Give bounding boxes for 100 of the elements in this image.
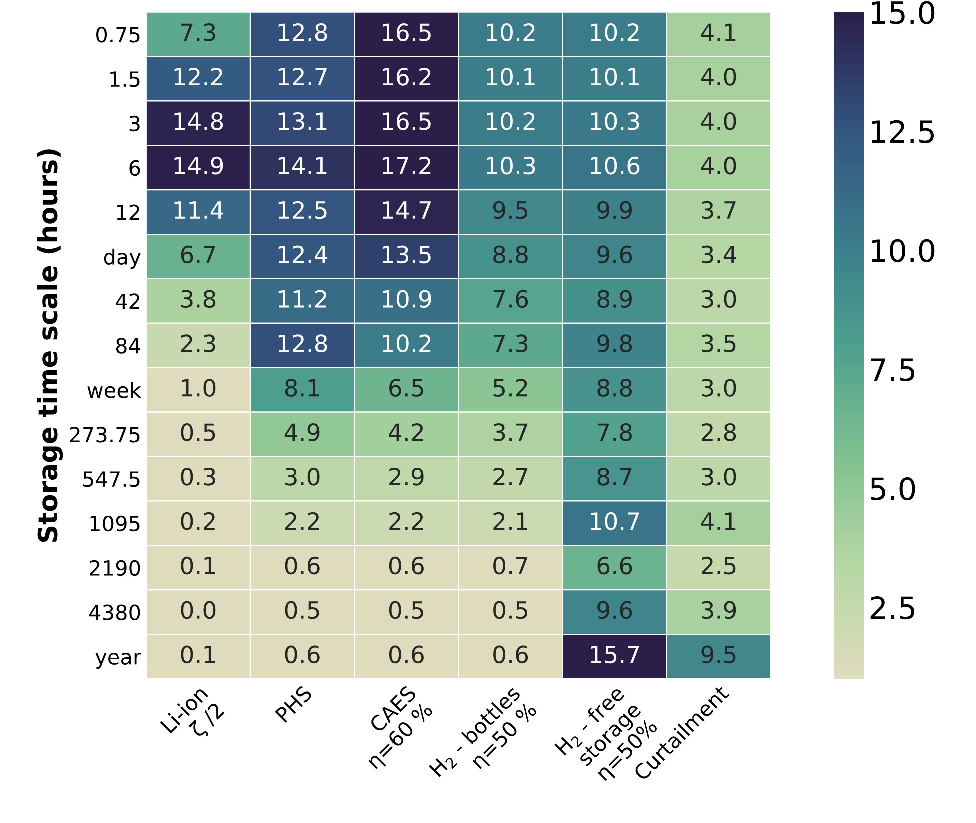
data-label: 10.7 [591, 512, 640, 530]
data-label: 10.2 [382, 334, 431, 353]
data-label: 3.4 [702, 246, 736, 264]
y-tick-label: 0.75 [96, 27, 140, 43]
data-label: 0.6 [389, 556, 424, 575]
y-tick-label: 42 [116, 294, 140, 310]
data-label: 0.7 [494, 556, 528, 575]
y-tick-label: day [104, 248, 141, 270]
data-label: 6.5 [390, 379, 424, 397]
data-label: 10.1 [487, 68, 535, 86]
data-label: 3.0 [702, 379, 736, 397]
data-label: 0.1 [181, 556, 216, 575]
data-label: 12.5 [278, 201, 327, 220]
data-label: 0.0 [181, 601, 216, 620]
data-label: 8.7 [598, 468, 632, 486]
y-tick-label: 4380 [90, 604, 140, 621]
y-tick-label: 6 [130, 160, 140, 176]
data-label: 2.2 [390, 512, 424, 530]
data-label: 16.5 [382, 112, 431, 130]
data-label: 10.9 [382, 290, 432, 308]
y-tick-label: 2190 [90, 560, 140, 576]
data-label: 14.9 [174, 156, 224, 175]
color-bar-label: 10.0 [872, 239, 935, 262]
data-label: 9.6 [598, 601, 632, 620]
color-bar-label: 15.0 [872, 1, 935, 24]
y-tick-label: 547.5 [84, 472, 140, 488]
data-label: 2.1 [494, 512, 528, 530]
data-label: 13.1 [278, 112, 327, 130]
data-label: 0.6 [285, 646, 320, 664]
data-label: 12.8 [278, 24, 328, 42]
data-label: 0.6 [389, 646, 424, 664]
data-label: 0.6 [285, 556, 320, 575]
y-tick-label: 1.5 [110, 72, 140, 88]
data-label: 12.4 [278, 246, 328, 264]
data-label: 14.7 [382, 202, 431, 219]
y-tick-label: 273.75 [70, 426, 140, 443]
data-label: 3.0 [702, 290, 736, 308]
data-label: 0.6 [494, 646, 528, 664]
data-label: 4.0 [701, 112, 736, 130]
data-label: 0.5 [494, 601, 528, 620]
data-label: 0.1 [181, 646, 216, 664]
data-label: 2.9 [390, 468, 424, 486]
data-label: 11.4 [174, 202, 224, 219]
data-label: 3.7 [494, 424, 528, 442]
data-label: 4.1 [701, 512, 736, 530]
data-label: 10.1 [591, 68, 639, 86]
data-label: 12.8 [278, 334, 328, 353]
data-label: 0.2 [181, 512, 215, 530]
data-label: 2.3 [181, 334, 216, 353]
data-label: 2.5 [702, 556, 736, 575]
data-label: 16.2 [382, 68, 431, 86]
data-label: 4.0 [701, 68, 736, 86]
data-label: 7.8 [598, 424, 632, 442]
data-label: 3.0 [702, 468, 736, 486]
data-label: 10.2 [487, 112, 535, 130]
data-label: 9.5 [702, 646, 736, 664]
data-label: 8.8 [598, 379, 632, 397]
y-tick-label: year [96, 653, 142, 669]
data-label: 8.9 [598, 290, 632, 308]
data-label: 10.2 [487, 24, 535, 42]
data-label: 4.2 [389, 424, 424, 442]
data-label: 10.2 [591, 24, 639, 42]
data-label: 10.3 [487, 156, 536, 175]
data-label: 0.5 [285, 601, 320, 620]
data-label: 6.7 [181, 246, 216, 264]
data-label: 4.0 [701, 156, 736, 175]
data-label: 14.1 [278, 157, 327, 174]
data-label: 12.7 [278, 68, 327, 86]
data-label: 6.6 [598, 556, 632, 575]
y-axis-title: Storage time scale (hours) [37, 150, 64, 542]
data-label: 9.5 [493, 201, 528, 220]
y-tick-label: week [88, 382, 142, 398]
data-label: 10.6 [591, 156, 640, 175]
data-label: 0.5 [389, 601, 424, 620]
data-label: 4.9 [284, 424, 320, 442]
data-label: 12.2 [174, 68, 222, 86]
y-tick-label: 3 [130, 116, 140, 132]
color-bar-label: 12.5 [872, 120, 934, 144]
data-label: 7.6 [494, 290, 528, 308]
data-label: 3.7 [702, 201, 736, 220]
data-label: 14.8 [174, 112, 224, 130]
data-label: 2.2 [286, 512, 319, 530]
color-bar-label: 7.5 [871, 358, 915, 382]
data-label: 7.3 [182, 24, 216, 42]
data-label: 2.7 [494, 468, 528, 486]
data-label: 4.1 [701, 24, 736, 42]
y-tick-label: 84 [116, 338, 140, 354]
data-label: 3.0 [286, 468, 320, 486]
data-label: 9.8 [598, 334, 632, 353]
data-label: 1.0 [182, 379, 216, 397]
color-bar-label: 2.5 [870, 596, 915, 620]
data-label: 8.8 [494, 246, 528, 264]
color-bar-label: 5.0 [870, 477, 916, 501]
data-label: 9.6 [598, 246, 632, 264]
data-label: 3.5 [702, 334, 736, 353]
data-label: 15.7 [591, 646, 640, 664]
data-label: 5.2 [494, 379, 528, 397]
data-label: 8.1 [285, 379, 320, 397]
data-label: 9.9 [598, 201, 632, 220]
y-tick-label: 12 [117, 204, 140, 220]
